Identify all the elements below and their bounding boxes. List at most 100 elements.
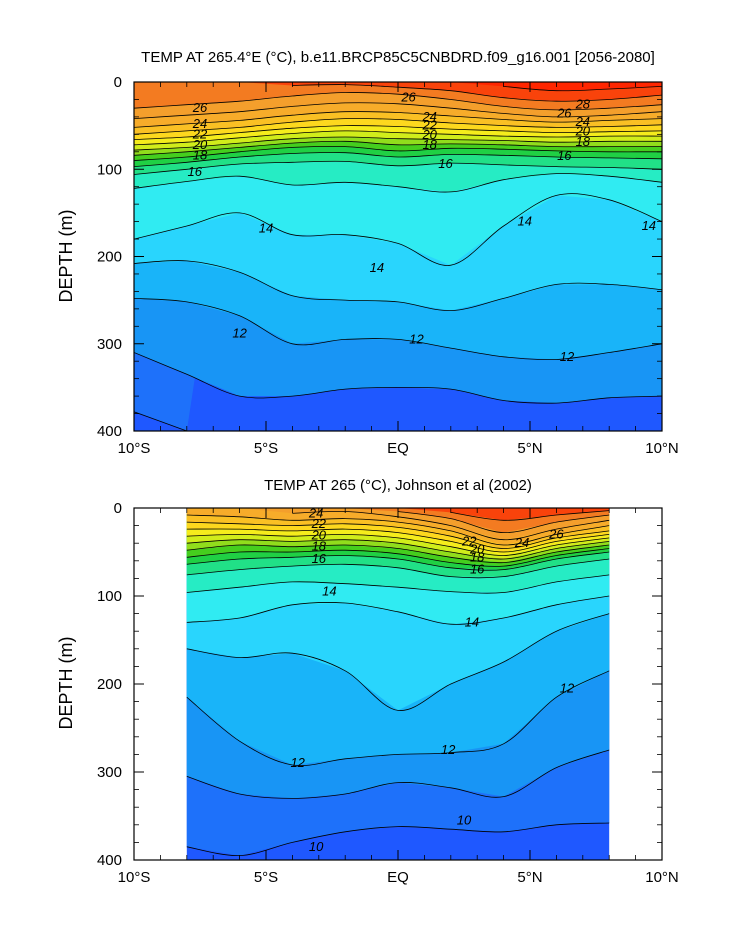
y-tick-label: 400 [97, 423, 122, 440]
contour-line [503, 86, 662, 92]
contour-label: 20 [575, 124, 591, 139]
y-tick-label: 200 [97, 676, 122, 693]
contour-line [186, 822, 610, 857]
contour-label: 14 [322, 584, 336, 599]
contour-line [186, 533, 610, 556]
contour-label: 16 [438, 156, 453, 171]
filled-contours [186, 508, 610, 860]
contour-label: 20 [311, 527, 327, 542]
contour-label: 18 [470, 549, 485, 564]
contour-label: 26 [556, 105, 572, 120]
contour-line [186, 514, 610, 546]
chart-panel-model: TEMP AT 265.4°E (°C), b.e11.BRCP85C5CNBD… [56, 49, 679, 457]
contour-label: 22 [311, 516, 327, 531]
x-tick-label: 5°N [517, 440, 542, 457]
contour-line [186, 595, 610, 625]
contour-line [134, 102, 662, 119]
contour-lines [134, 84, 662, 431]
contour-line [134, 160, 662, 175]
contour-label: 12 [290, 755, 305, 770]
contour-line [134, 411, 187, 431]
x-tick-label: 10°S [118, 869, 151, 886]
x-tick-label: 10°S [118, 440, 151, 457]
contour-label: 20 [192, 137, 208, 152]
y-tick-label: 300 [97, 764, 122, 781]
y-tick-label: 300 [97, 336, 122, 353]
contour-label: 24 [575, 114, 590, 129]
contour-line [134, 118, 662, 135]
contour-line [186, 749, 610, 799]
contour-line [134, 152, 662, 167]
contour-line [134, 352, 662, 404]
contour-labels: 2624222018162624222018162628242018161414… [187, 90, 656, 364]
contour-line [186, 613, 610, 711]
contour-label: 24 [421, 109, 436, 124]
contour-label: 14 [370, 260, 384, 275]
contour-label: 12 [409, 331, 424, 346]
y-tick-label: 0 [114, 500, 122, 517]
contour-line [450, 510, 610, 521]
contour-label: 14 [517, 214, 531, 229]
contour-line [134, 111, 662, 128]
contour-label: 26 [548, 526, 564, 541]
contour-label: 12 [560, 349, 575, 364]
axis-ticks: 10°S 5°S EQ 5°N 10°N 0 100 200 300 400 [97, 74, 679, 457]
contour-line [134, 136, 662, 151]
contour-label: 18 [312, 539, 327, 554]
contour-label: 14 [642, 218, 656, 233]
x-tick-label: 5°S [254, 869, 278, 886]
contour-line [186, 551, 610, 571]
contour-label: 24 [514, 535, 529, 550]
contour-label: 22 [192, 126, 208, 141]
y-axis-label: DEPTH (m) [56, 637, 76, 730]
chart-title: TEMP AT 265 (°C), Johnson et al (2002) [264, 477, 532, 494]
contour-label: 14 [259, 221, 273, 236]
contour-label: 28 [575, 97, 591, 112]
contour-line [134, 92, 662, 111]
contour-label: 20 [469, 541, 485, 556]
contour-line [186, 539, 610, 560]
contour-label: 16 [312, 551, 327, 566]
contour-label: 10 [457, 812, 472, 827]
contour-label: 12 [232, 325, 247, 340]
contour-line [134, 173, 662, 193]
contour-label: 26 [192, 100, 208, 115]
y-tick-label: 400 [97, 852, 122, 869]
contour-line [397, 511, 610, 534]
x-tick-label: 5°S [254, 440, 278, 457]
chart-title: TEMP AT 265.4°E (°C), b.e11.BRCP85C5CNBD… [141, 49, 655, 66]
y-tick-label: 100 [97, 161, 122, 178]
contour-line [134, 140, 662, 156]
x-tick-label: 5°N [517, 869, 542, 886]
x-tick-label: 10°N [645, 440, 679, 457]
contour-label: 16 [187, 164, 202, 179]
contour-label: 16 [557, 148, 572, 163]
contour-label: 10 [309, 839, 324, 854]
contour-line [134, 298, 662, 361]
contour-label: 22 [461, 533, 477, 548]
contour-line [186, 528, 610, 553]
contour-line [186, 574, 610, 594]
y-tick-label: 0 [114, 74, 122, 91]
contour-line [292, 84, 662, 102]
contour-line [134, 125, 662, 140]
contour-line [134, 260, 662, 312]
contour-label: 20 [421, 127, 437, 142]
contour-line [186, 544, 610, 564]
contour-label: 22 [421, 118, 437, 133]
y-tick-label: 200 [97, 249, 122, 266]
contour-label: 18 [422, 137, 437, 152]
contour-line [134, 130, 662, 146]
contour-lines [186, 510, 610, 857]
y-tick-label: 100 [97, 588, 122, 605]
contour-label: 14 [465, 614, 479, 629]
contour-label: 24 [308, 505, 323, 520]
filled-contours [134, 82, 662, 431]
x-tick-label: EQ [387, 440, 409, 457]
contour-label: 24 [192, 116, 207, 131]
chart-panel-observations: TEMP AT 265 (°C), Johnson et al (2002) D… [56, 477, 679, 886]
contour-line [186, 521, 610, 549]
